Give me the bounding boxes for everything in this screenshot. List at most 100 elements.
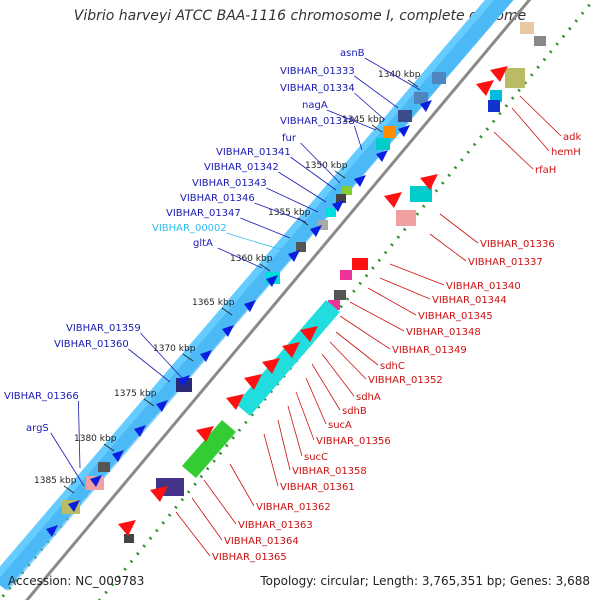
gene-label[interactable]: VIBHAR_01344	[432, 295, 507, 306]
gene-label[interactable]: VIBHAR_01348	[406, 327, 481, 338]
gene-label[interactable]: VIBHAR_01343	[192, 178, 267, 189]
left-label-layer: asnB VIBHAR_01333 VIBHAR_01334 nagA VIBHAR_0…	[4, 48, 421, 487]
kbp-tick-mark	[297, 217, 309, 226]
gene-label-leader	[311, 363, 341, 411]
gene-label-leader	[278, 171, 327, 203]
gene-arrow	[134, 425, 146, 437]
gene-label[interactable]: sdhA	[356, 392, 381, 403]
gene-feature	[124, 534, 134, 543]
gene-label-leader	[389, 263, 445, 286]
gene-label[interactable]: VIBHAR_01336	[480, 239, 555, 250]
gene-label[interactable]: VIBHAR_00002	[152, 223, 227, 234]
gene-label-leader	[191, 497, 223, 541]
gene-label-leader	[229, 463, 255, 507]
gene-arrow	[90, 475, 102, 487]
gene-label-leader	[339, 315, 391, 350]
gene-arrow	[376, 150, 388, 162]
gene-label[interactable]: gltA	[193, 238, 213, 249]
gene-label[interactable]: VIBHAR_01337	[468, 257, 543, 268]
gene-label[interactable]: VIBHAR_01342	[204, 162, 279, 173]
gene-feature	[318, 220, 328, 230]
gene-feature	[236, 300, 340, 416]
kbp-tick-mark	[103, 443, 115, 452]
kbp-tick-label: 1365 kbp	[192, 298, 235, 308]
gene-label-leader	[175, 511, 211, 557]
gene-label[interactable]: hemH	[551, 147, 581, 158]
kbp-tick-label: 1350 kbp	[305, 161, 348, 171]
gene-feature	[328, 300, 340, 310]
gene-arrow	[332, 200, 344, 212]
gene-arrow	[266, 275, 278, 287]
gene-feature	[326, 208, 336, 217]
gene-label[interactable]: VIBHAR_01356	[316, 436, 391, 447]
gene-label-leader	[354, 125, 363, 151]
gene-label[interactable]: nagA	[302, 100, 328, 111]
gene-label[interactable]: VIBHAR_01345	[418, 311, 493, 322]
strand-line	[25, 0, 532, 600]
gene-label[interactable]: VIBHAR_01346	[180, 193, 255, 204]
gene-label[interactable]: VIBHAR_01341	[216, 147, 291, 158]
gene-label[interactable]: VIBHAR_01340	[446, 281, 521, 292]
gene-label[interactable]: rfaH	[535, 165, 556, 176]
gene-label-leader	[429, 233, 467, 262]
gene-label-leader	[511, 107, 550, 152]
gene-label-leader	[349, 301, 405, 332]
gene-arrow	[46, 525, 58, 537]
gene-label[interactable]: asnB	[340, 48, 365, 59]
gene-label-leader	[140, 332, 183, 379]
gene-arrow	[118, 520, 136, 536]
gene-label[interactable]: fur	[282, 133, 297, 144]
kbp-tick-mark	[221, 307, 233, 316]
gene-label-leader	[329, 341, 367, 380]
gene-label-leader	[379, 277, 431, 300]
gene-label-leader	[493, 131, 534, 170]
gene-label-leader	[226, 232, 283, 251]
gene-label[interactable]: VIBHAR_01363	[238, 520, 313, 531]
gene-label-leader	[277, 419, 291, 471]
gene-label-leader	[354, 75, 399, 109]
gene-feature	[383, 126, 395, 138]
gene-arrow	[288, 250, 300, 262]
gene-label[interactable]: VIBHAR_01361	[280, 482, 355, 493]
gene-arrow	[476, 80, 494, 96]
gene-label[interactable]: VIBHAR_01349	[392, 345, 467, 356]
gene-label-leader	[128, 348, 171, 383]
gene-label[interactable]: argS	[26, 423, 49, 434]
gene-feature	[334, 290, 346, 300]
gene-label[interactable]: sucA	[328, 420, 352, 431]
gene-label[interactable]: adk	[563, 132, 581, 143]
gene-label[interactable]: VIBHAR_01360	[54, 339, 129, 350]
gene-label-leader	[321, 353, 355, 397]
gene-feature	[520, 22, 534, 34]
gene-label[interactable]: VIBHAR_01358	[292, 466, 367, 477]
gene-label[interactable]: VIBHAR_01364	[224, 536, 299, 547]
gene-label[interactable]: VIBHAR_01366	[4, 391, 79, 402]
gene-label[interactable]: VIBHAR_01359	[66, 323, 141, 334]
gene-arrow	[222, 325, 234, 337]
gene-label-leader	[367, 287, 417, 316]
gene-label-leader	[78, 400, 81, 469]
gene-arrow	[244, 374, 262, 390]
gene-label-leader	[254, 202, 307, 223]
gene-feature	[505, 68, 525, 88]
gene-feature	[98, 462, 110, 472]
gene-label-leader	[203, 479, 237, 525]
gene-label[interactable]: VIBHAR_01334	[280, 83, 355, 94]
gene-label[interactable]: sdhC	[380, 361, 405, 372]
gene-label-leader	[217, 247, 263, 269]
feature-layer	[46, 22, 546, 543]
gene-label[interactable]: VIBHAR_01333	[280, 66, 355, 77]
gene-label-leader	[439, 213, 479, 244]
kbp-tick-label: 1375 kbp	[114, 389, 157, 399]
kbp-tick-mark	[182, 353, 194, 362]
gene-label[interactable]: VIBHAR_01362	[256, 502, 331, 513]
gene-label[interactable]: sdhB	[342, 406, 367, 417]
gene-label[interactable]: VIBHAR_01365	[212, 552, 287, 563]
gene-arrow	[420, 100, 432, 112]
gene-arrow	[384, 192, 402, 208]
gene-label[interactable]: VIBHAR_01347	[166, 208, 241, 219]
gene-label[interactable]: sucC	[304, 452, 328, 463]
gene-label[interactable]: VIBHAR_01352	[368, 375, 443, 386]
kbp-tick-mark	[407, 79, 419, 88]
gene-label[interactable]: VIBHAR_01338	[280, 116, 355, 127]
